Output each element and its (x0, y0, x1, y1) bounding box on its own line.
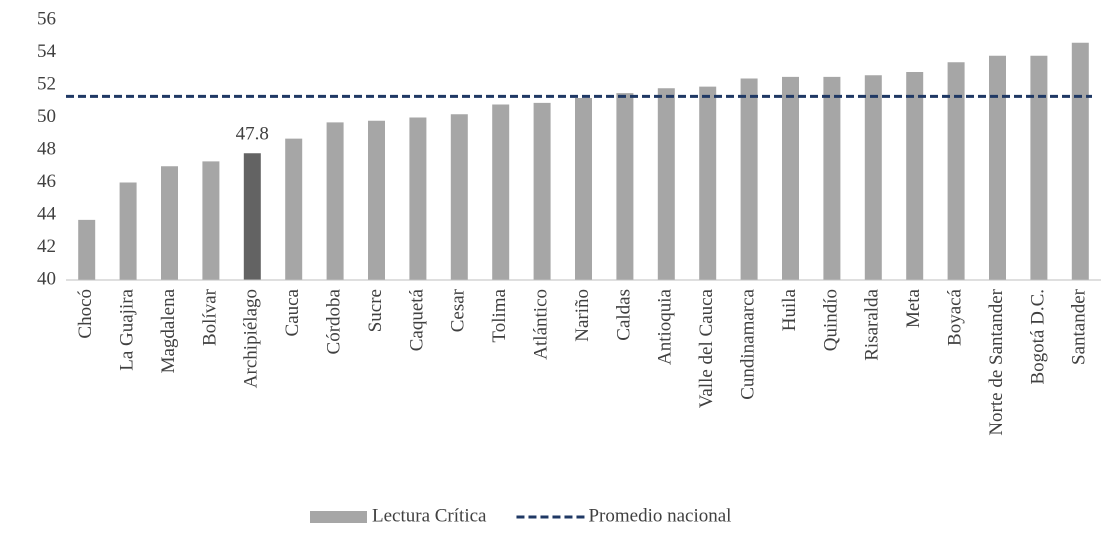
bar (1030, 55, 1048, 280)
bar (119, 182, 137, 280)
data-label: 47.8 (236, 124, 269, 145)
x-tick-label: Magdalena (158, 288, 179, 373)
x-tick-label: Caldas (613, 289, 634, 341)
x-tick-label: Meta (903, 288, 924, 328)
x-tick-label: Antioquia (655, 288, 676, 365)
bar (823, 76, 841, 280)
bar (450, 114, 468, 280)
x-tick-label: Risaralda (862, 288, 883, 360)
y-tick-label: 48 (37, 138, 56, 159)
bar (989, 55, 1006, 280)
x-tick-label: Cundinamarca (737, 288, 758, 399)
x-tick-label: La Guajira (116, 288, 137, 370)
bar (161, 166, 178, 280)
bar (699, 86, 717, 280)
x-tick-label: Bolívar (199, 288, 220, 346)
legend-swatch (310, 511, 367, 523)
x-tick-label: Chocó (75, 289, 96, 339)
y-tick-label: 42 (37, 236, 56, 257)
x-tick-label: Atlántico (530, 289, 551, 360)
bar (533, 102, 551, 280)
bar (575, 98, 592, 280)
x-tick-label: Cauca (282, 288, 303, 336)
bar (1071, 42, 1089, 280)
y-tick-label: 52 (37, 73, 56, 94)
x-tick-label: Archipiélago (241, 289, 262, 388)
bar (864, 75, 882, 280)
bar (782, 76, 799, 280)
x-tick-label: Norte de Santander (986, 288, 1007, 435)
x-tick-label: Sucre (365, 289, 386, 332)
x-tick-label: Bogotá D.C. (1027, 289, 1048, 385)
y-tick-label: 54 (37, 41, 57, 62)
legend-label: Promedio nacional (588, 505, 731, 526)
x-tick-label: Huila (779, 288, 800, 331)
bar (78, 219, 96, 280)
bar (243, 153, 261, 280)
x-tick-label: Quindío (820, 289, 841, 351)
bar (657, 88, 675, 280)
x-tick-label: Valle del Cauca (696, 288, 717, 408)
x-tick-label: Córdoba (323, 288, 344, 354)
bar (492, 104, 510, 280)
bar (409, 117, 427, 280)
legend-label: Lectura Crítica (372, 505, 487, 526)
y-tick-label: 56 (37, 8, 56, 29)
bar (616, 93, 634, 280)
bar (326, 122, 344, 280)
x-tick-label: Tolima (489, 288, 510, 342)
bar (906, 72, 924, 280)
x-tick-label: Caquetá (406, 288, 427, 351)
bar (285, 138, 303, 280)
y-tick-label: 50 (37, 106, 56, 127)
bar (368, 120, 385, 280)
y-tick-label: 40 (37, 268, 56, 289)
bar (947, 62, 965, 280)
bar (740, 78, 758, 280)
x-tick-label: Santander (1069, 288, 1090, 365)
y-tick-label: 44 (37, 203, 57, 224)
x-tick-label: Nariño (572, 289, 593, 342)
y-tick-label: 46 (37, 171, 56, 192)
x-tick-label: Boyacá (944, 288, 965, 346)
x-tick-label: Cesar (448, 288, 469, 332)
bar (202, 161, 220, 280)
